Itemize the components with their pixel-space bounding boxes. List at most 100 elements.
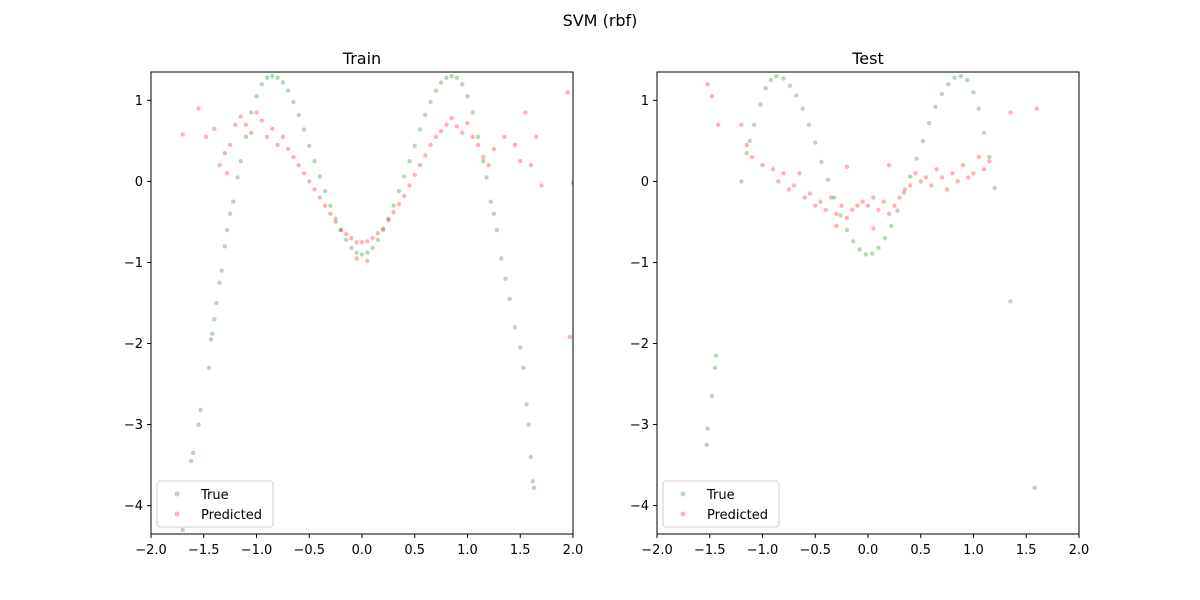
train-predicted-point: [359, 240, 365, 245]
train-predicted-point: [475, 142, 481, 148]
test-predicted-point: [705, 82, 710, 87]
test-xtick-label: 0.0: [858, 543, 879, 558]
train-xtick-label: −0.5: [293, 543, 325, 558]
train-predicted-point: [454, 124, 460, 129]
train-true-point: [484, 175, 489, 180]
train-predicted-point: [275, 142, 280, 148]
train-true-point: [222, 244, 227, 249]
figure-suptitle: SVM (rbf): [563, 11, 638, 30]
test-predicted-point: [844, 164, 850, 169]
test-predicted-point: [892, 203, 897, 208]
test-true-point: [895, 208, 900, 213]
train-ytick-label: −2: [124, 337, 143, 352]
train-true-point: [433, 88, 439, 93]
test-predicted-point: [823, 207, 828, 212]
train-predicted-point: [307, 179, 312, 184]
test-true-point: [813, 140, 818, 145]
train-predicted-point: [567, 334, 572, 340]
train-true-point: [481, 159, 486, 164]
train-true-point: [518, 345, 523, 350]
test-true-point: [768, 77, 774, 83]
train-predicted-point: [391, 210, 396, 215]
test-true-point: [1008, 299, 1013, 304]
test-true-point: [747, 138, 752, 144]
train-predicted-point: [481, 154, 486, 160]
train-true-point: [494, 227, 500, 233]
train-true-point: [396, 188, 402, 194]
test-true-point: [825, 177, 831, 182]
train-predicted-point: [533, 134, 539, 139]
test-predicted-point: [987, 159, 992, 164]
test-true-point: [981, 130, 987, 135]
train-true-point: [191, 450, 196, 456]
train-true-point: [526, 422, 531, 427]
train-predicted-point: [449, 116, 454, 121]
train-true-point: [359, 252, 365, 257]
train-true-point: [280, 80, 286, 85]
train-predicted-point: [180, 132, 185, 137]
train-predicted-point: [238, 114, 243, 119]
train-predicted-point: [565, 90, 570, 95]
test-true-point: [806, 122, 812, 127]
train-true-point: [428, 99, 433, 105]
train-true-point: [312, 159, 317, 164]
test-predicted-point: [716, 122, 721, 127]
test-true-point: [939, 91, 945, 97]
train-predicted-point: [217, 163, 222, 168]
train-true-point: [212, 317, 217, 322]
test-predicted-point: [897, 195, 902, 200]
test-legend-true-label: True: [706, 488, 735, 503]
test-true-point: [739, 179, 744, 184]
train-predicted-point: [354, 240, 359, 245]
train-legend: True Predicted: [156, 480, 274, 528]
train-predicted-point: [285, 146, 291, 152]
train-predicted-point: [196, 106, 201, 111]
test-predicted-point: [802, 195, 807, 200]
test-true-point: [863, 252, 869, 257]
train-predicted-point: [428, 142, 433, 148]
test-true-point: [992, 185, 997, 191]
test-true-point: [958, 73, 963, 79]
test-true-point: [876, 245, 881, 251]
train-true-point: [531, 485, 537, 490]
train-predicted-point: [312, 187, 317, 192]
test-true-point: [857, 247, 862, 252]
test-predicted-point: [966, 175, 971, 180]
train-predicted-point: [386, 218, 391, 223]
train-predicted-point: [370, 236, 375, 241]
train-predicted-point: [259, 118, 264, 123]
test-predicted-point: [929, 183, 934, 188]
test-true-point: [901, 190, 907, 195]
train-true-point: [254, 94, 259, 99]
train-predicted-point: [365, 239, 370, 244]
test-xtick-label: 0.5: [910, 543, 931, 558]
train-true-point: [333, 216, 338, 221]
test-predicted-point: [744, 142, 749, 148]
train-true-point: [264, 75, 270, 80]
train-predicted-point: [349, 236, 354, 241]
train-true-point: [507, 296, 512, 302]
train-true-point: [235, 175, 240, 180]
test-predicted-point: [709, 94, 715, 99]
test-ytick-label: 0: [641, 175, 649, 190]
test-true-point: [952, 75, 957, 80]
train-true-point: [402, 174, 407, 179]
train-predicted-point: [407, 183, 412, 188]
test-predicted-point: [850, 207, 855, 212]
train-predicted-point: [375, 231, 380, 236]
train-predicted-point: [296, 163, 301, 168]
train-true-point: [307, 143, 312, 148]
test-true-point: [870, 251, 875, 256]
train-predicted-point: [402, 193, 407, 199]
train-predicted-point: [249, 130, 254, 135]
train-true-point: [317, 174, 322, 179]
test-true-point: [800, 106, 805, 111]
test-predicted-point: [886, 163, 892, 168]
test-predicted-point: [934, 167, 939, 172]
train-predicted-point: [301, 171, 307, 176]
test-legend-box: [662, 480, 780, 528]
test-true-point: [781, 76, 786, 81]
train-true-point: [521, 365, 526, 370]
train-true-point: [206, 365, 212, 370]
train-predicted-point: [412, 172, 417, 178]
